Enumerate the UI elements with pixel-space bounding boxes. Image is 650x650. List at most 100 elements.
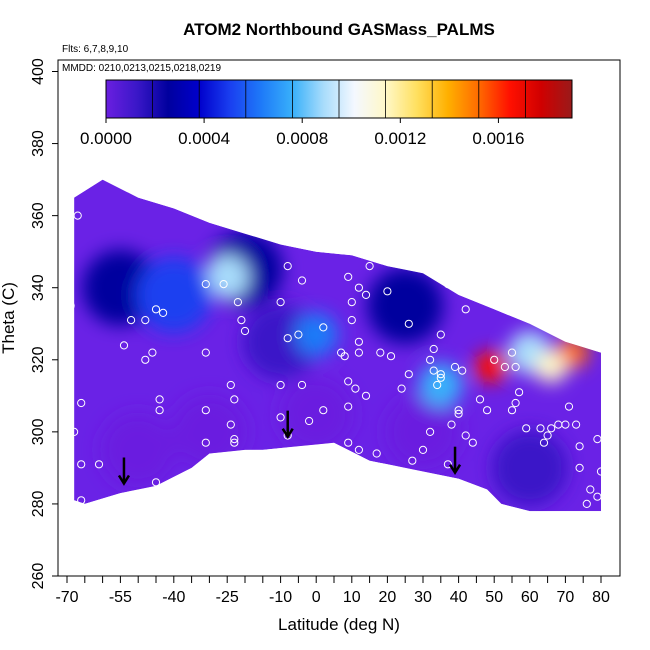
x-tick-label: 0 [312,589,321,606]
x-tick-label: 60 [521,589,539,606]
obs-point [443,280,452,289]
field-blob [535,350,568,383]
y-tick-label: 300 [30,418,47,445]
obs-point [575,463,584,472]
y-tick-label: 360 [30,202,47,229]
y-tick-label: 280 [30,490,47,517]
obs-point [447,420,456,429]
obs-point [511,362,520,372]
obs-point [77,398,86,408]
obs-point [226,420,235,429]
obs-point [397,384,406,393]
obs-point [305,416,314,426]
obs-point [454,406,463,415]
obs-point [141,355,150,364]
obs-point [404,370,413,379]
obs-point [201,438,210,447]
obs-point [283,334,292,343]
obs-point [593,492,602,501]
obs-point [372,449,381,458]
obs-point [319,406,328,415]
obs-point [70,427,79,436]
obs-point [500,362,509,372]
obs-point [354,337,363,346]
field-blob [135,256,212,333]
obs-point [201,280,210,289]
colorbar-tick-label: 0.0004 [178,129,230,148]
dates-note: MMDD: 0210,0213,0215,0218,0219 [62,63,221,74]
obs-point [151,305,161,314]
obs-point [127,316,136,325]
obs-point [443,460,452,469]
obs-point [276,413,285,422]
obs-point [361,391,371,400]
colorbar-tick-label: 0.0016 [472,129,524,148]
obs-point [155,406,164,415]
obs-point [365,262,374,271]
obs-point [354,283,363,292]
obs-point [233,298,242,307]
obs-point [586,485,595,494]
obs-point [450,362,460,372]
heatmap-field [74,179,602,512]
obs-point [468,438,477,447]
obs-point [159,308,168,317]
obs-point [461,431,470,440]
obs-point [151,478,161,487]
flights-note: Flts: 6,7,8,9,10 [62,44,129,55]
obs-point [230,438,239,447]
obs-point [119,341,129,350]
x-tick-label: -10 [269,589,292,606]
obs-point [237,316,246,325]
obs-point [383,287,392,296]
obs-point [433,380,442,390]
x-tick-label: 30 [414,589,432,606]
y-tick-label: 400 [30,58,47,85]
y-axis-title: Theta (C) [0,282,18,354]
obs-point [475,395,485,404]
obs-point [436,330,445,339]
flight-arrows [117,410,462,486]
x-axis-title: Latitude (deg N) [278,615,400,634]
obs-point [507,348,517,357]
arrow-head [448,464,462,476]
colorbar-tick-label: 0.0012 [374,129,426,148]
obs-point [240,326,250,336]
obs-point [426,355,435,364]
arrow-head [281,427,294,440]
obs-point [490,355,499,364]
obs-point [148,348,157,357]
obs-point [539,438,549,447]
obs-point [230,395,239,404]
obs-point [319,323,328,332]
obs-point [536,424,545,433]
x-tick-label: 20 [379,589,397,606]
obs-point [77,460,86,469]
x-tick-label: -55 [109,589,132,606]
obs-point [354,348,363,357]
obs-point [66,301,75,310]
obs-point [429,366,438,375]
y-tick-label: 340 [30,274,47,301]
field-blob [385,393,461,470]
obs-point [340,352,349,361]
colorbar-ticks: 0.0000 0.0004 0.0008 0.0012 0.0016 [80,80,526,148]
colorbar-tick-label: 0.0008 [276,129,328,148]
field-blob [278,375,355,452]
chart-title: ATOM2 Northbound GASMass_PALMS [183,20,495,39]
obs-point [561,420,570,429]
y-axis: 260 280 300 320 340 360 380 400 [30,58,58,589]
obs-point [515,388,524,397]
x-tick-label: 70 [557,589,575,606]
obs-point [468,280,477,289]
obs-point [575,442,584,451]
obs-point [454,409,463,418]
x-tick-label: 80 [592,589,610,606]
obs-point [219,280,228,289]
obs-point [547,424,556,433]
obs-point [593,435,602,444]
field-blob [491,429,568,506]
x-tick-label: -70 [55,589,78,606]
obs-point [461,305,470,314]
obs-point [426,427,435,436]
